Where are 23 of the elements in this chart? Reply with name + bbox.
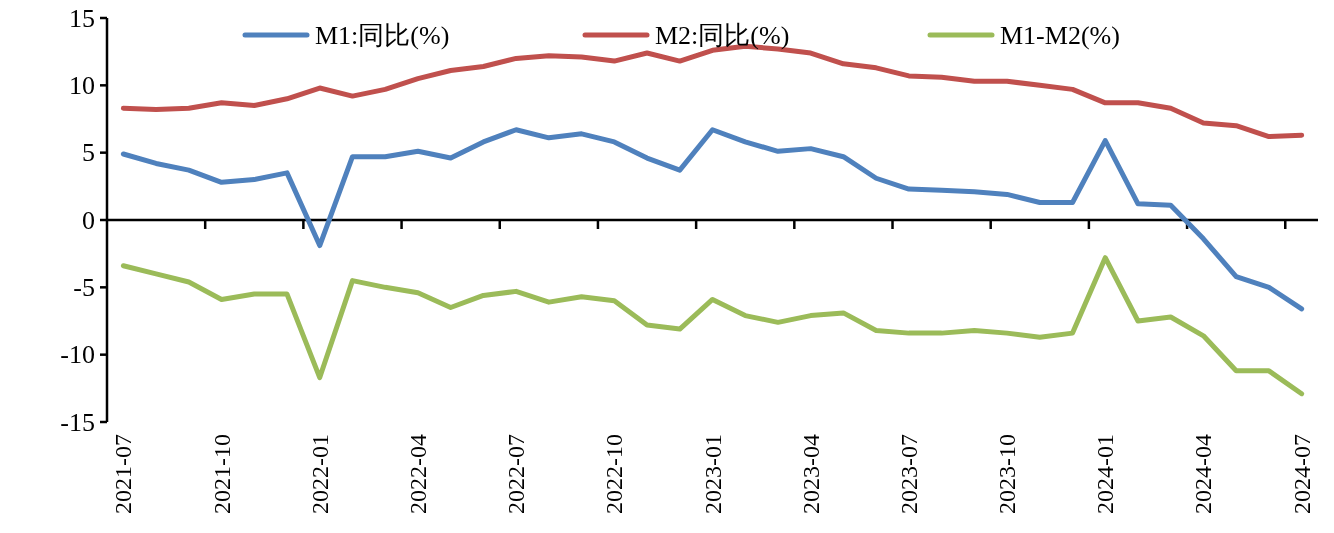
x-tick-label: 2024-04 [1190,434,1217,514]
x-tick-label: 2022-01 [306,434,333,514]
y-tick-label: 15 [69,3,95,33]
x-tick-label: 2023-07 [895,434,922,514]
x-tick-label: 2024-07 [1288,434,1315,514]
y-tick-label: -5 [73,272,95,302]
x-tick-label: 2023-01 [699,434,726,514]
y-tick-label: -10 [60,340,95,370]
x-tick-label: 2023-10 [994,434,1021,514]
y-tick-label: 5 [82,138,95,168]
x-tick-label: 2021-10 [208,434,235,514]
y-tick-label: -15 [60,407,95,437]
legend-label: M1-M2(%) [1000,20,1120,50]
y-tick-label: 10 [69,70,95,100]
legend-label: M2:同比(%) [655,20,790,50]
legend-label: M1:同比(%) [315,20,450,50]
y-tick-label: 0 [82,205,95,235]
x-tick-label: 2022-07 [503,434,530,514]
x-tick-label: 2022-04 [404,434,431,514]
x-tick-label: 2022-10 [601,434,628,514]
x-tick-label: 2023-04 [797,434,824,514]
x-tick-label: 2024-01 [1092,434,1119,514]
x-tick-label: 2021-07 [110,434,137,514]
